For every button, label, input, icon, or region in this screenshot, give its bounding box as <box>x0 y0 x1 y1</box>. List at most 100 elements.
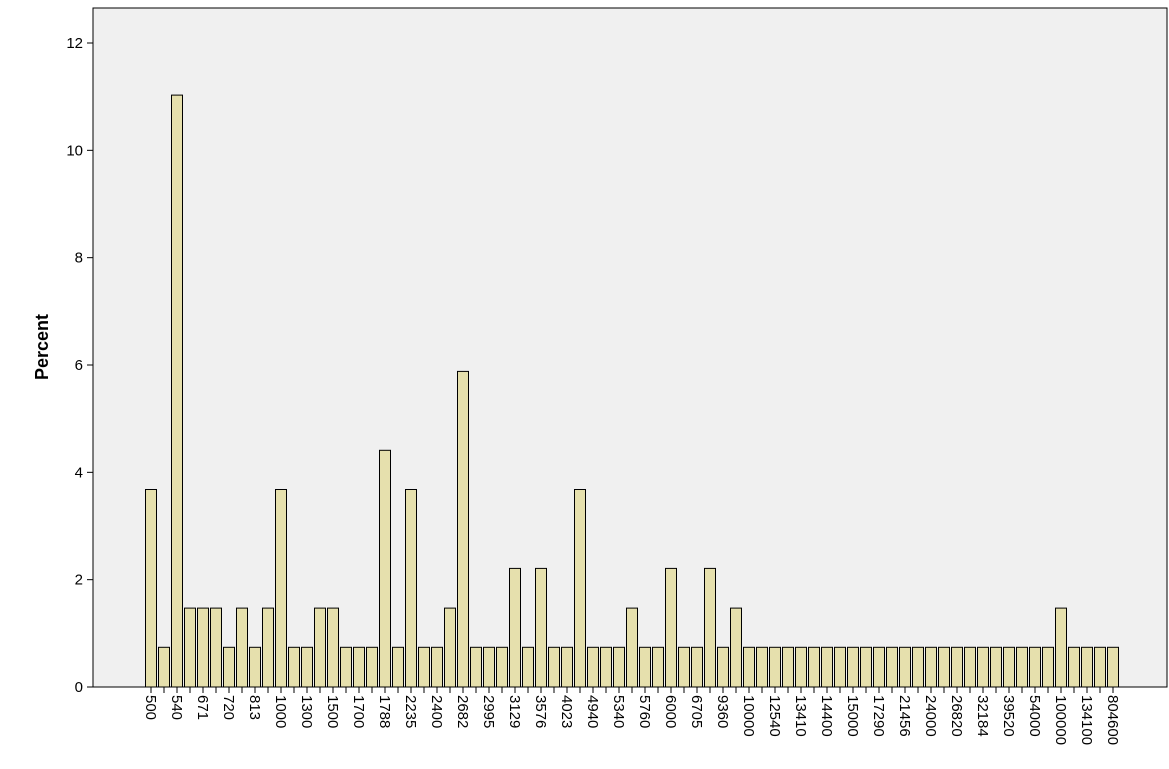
x-axis: 500 540 671 720 813 1000 1300 1500 1700 1788 2235 2… <box>142 687 1121 745</box>
bar-5340 <box>613 646 625 688</box>
bar-540 <box>171 94 183 688</box>
bar-2682 <box>457 370 469 688</box>
x-tick-label: 21456 <box>896 695 913 737</box>
bar-8000 <box>704 567 716 688</box>
bar-9600 <box>730 607 742 688</box>
bars-group <box>145 94 1119 688</box>
x-tick-label: 17290 <box>870 695 887 737</box>
bar-9360 <box>717 646 729 688</box>
bar-2800 <box>470 646 482 688</box>
bar-6705 <box>691 646 703 688</box>
bar-1500 <box>327 607 339 688</box>
x-tick-label: 15000 <box>844 695 861 737</box>
bar-54000 <box>1029 646 1041 688</box>
x-tick-label: 1700 <box>350 695 367 728</box>
bar-1000 <box>275 489 287 688</box>
bar-13500 <box>808 646 820 688</box>
bar-5800 <box>652 646 664 688</box>
bar-60000 <box>1042 646 1054 688</box>
bar-5000 <box>600 646 612 688</box>
x-tick-label: 32184 <box>974 695 991 737</box>
bar-15000 <box>847 646 859 688</box>
bar-11000 <box>756 646 768 688</box>
bar-13410 <box>795 646 807 688</box>
bar-720 <box>223 646 235 688</box>
bar-12540 <box>769 646 781 688</box>
bar-4940 <box>587 646 599 688</box>
x-tick-label: 1300 <box>298 695 315 728</box>
x-tick-label: 4023 <box>558 695 575 728</box>
bar-2400 <box>431 646 443 688</box>
bar-2300 <box>418 646 430 688</box>
x-tick-label: 14400 <box>818 695 835 737</box>
x-tick-label: 12540 <box>766 695 783 737</box>
bar-25000 <box>938 646 950 688</box>
bar-6500 <box>678 646 690 688</box>
bar-4500 <box>574 489 586 688</box>
y-tick-label: 12 <box>66 35 83 52</box>
bar-39520 <box>1003 646 1015 688</box>
bar-3129 <box>509 567 521 688</box>
bar-1600 <box>340 646 352 688</box>
bar-32184 <box>977 646 989 688</box>
bar-520 <box>158 646 170 688</box>
x-tick-label: 2400 <box>428 695 445 728</box>
x-tick-label: 3129 <box>506 695 523 728</box>
x-tick-label: 26820 <box>948 695 965 737</box>
bar-17290 <box>873 646 885 688</box>
bar-2500 <box>444 607 456 688</box>
bar-3576 <box>535 567 547 688</box>
y-tick-label: 10 <box>66 142 83 159</box>
y-tick-label: 4 <box>75 464 83 481</box>
x-tick-label: 6705 <box>688 695 705 728</box>
bar-4023 <box>561 646 573 688</box>
bar-2235 <box>405 489 417 688</box>
bar-2000 <box>392 646 404 688</box>
bar-30000 <box>964 646 976 688</box>
bar-14500 <box>834 646 846 688</box>
y-axis-title: Percent <box>32 314 52 380</box>
x-tick-label: 2995 <box>480 695 497 728</box>
bar-100000 <box>1055 607 1067 688</box>
bar-1400 <box>314 607 326 688</box>
bar-1100 <box>288 646 300 688</box>
x-tick-label: 720 <box>220 695 237 720</box>
bar-24000 <box>925 646 937 688</box>
bar-1788 <box>379 449 391 688</box>
x-tick-label: 804600 <box>1104 695 1121 745</box>
y-tick-label: 0 <box>75 679 83 696</box>
bar-750 <box>236 607 248 688</box>
bar-1300 <box>301 646 313 688</box>
x-tick-label: 6000 <box>662 695 679 728</box>
plot-area <box>92 7 1168 688</box>
bar-3600 <box>548 646 560 688</box>
bar-40000 <box>1016 646 1028 688</box>
x-tick-label: 39520 <box>1000 695 1017 737</box>
bar-14400 <box>821 646 833 688</box>
bar-18000 <box>886 646 898 688</box>
bar-5500 <box>626 607 638 688</box>
y-tick-label: 2 <box>75 572 83 589</box>
bar-1750 <box>366 646 378 688</box>
y-axis: 0 2 4 6 8 10 12 <box>66 35 93 696</box>
bar-6000 <box>665 567 677 688</box>
x-tick-label: 2235 <box>402 695 419 728</box>
x-tick-label: 3576 <box>532 695 549 728</box>
x-tick-label: 10000 <box>740 695 757 737</box>
x-tick-label: 813 <box>246 695 263 720</box>
bar-3000 <box>496 646 508 688</box>
bar-600 <box>184 607 196 688</box>
x-tick-label: 1788 <box>376 695 393 728</box>
x-tick-label: 5340 <box>610 695 627 728</box>
bar-671 <box>197 607 209 688</box>
bar-500 <box>145 489 157 688</box>
x-tick-label: 5760 <box>636 695 653 728</box>
y-tick-label: 6 <box>75 357 83 374</box>
x-tick-label: 1500 <box>324 695 341 728</box>
bar-3300 <box>522 646 534 688</box>
x-tick-label: 24000 <box>922 695 939 737</box>
bar-813 <box>249 646 261 688</box>
bar-13000 <box>782 646 794 688</box>
x-tick-label: 671 <box>194 695 211 720</box>
bar-120000 <box>1068 646 1080 688</box>
